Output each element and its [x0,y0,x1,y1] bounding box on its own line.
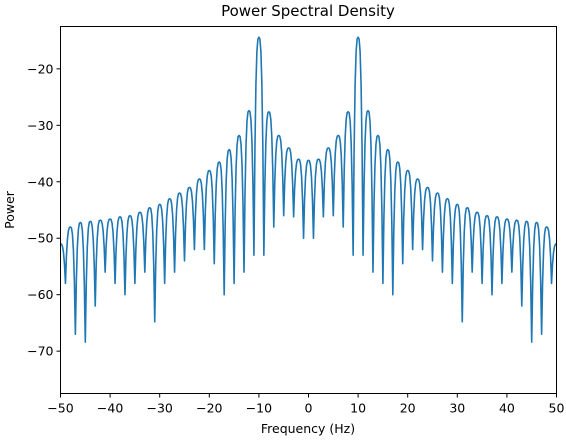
x-axis-label: Frequency (Hz) [261,421,355,436]
x-tick-label: −10 [246,401,272,416]
x-tick-label: 40 [499,401,515,416]
x-tick-label: 50 [549,401,565,416]
y-tick-label: −40 [27,174,53,189]
x-tick-label: 0 [305,401,313,416]
y-tick-label: −70 [27,344,53,359]
y-axis: −70 −60 −50 −40 −30 −20 [27,61,61,359]
y-tick-label: −20 [27,61,53,76]
x-axis: −50 −40 −30 −20 −10 0 10 20 30 40 50 [47,393,565,416]
x-tick-label: −50 [47,401,73,416]
y-tick-label: −60 [27,287,53,302]
chart-title: Power Spectral Density [221,2,395,20]
x-tick-label: −30 [147,401,173,416]
x-tick-label: 20 [400,401,416,416]
series-line [60,36,557,343]
x-tick-label: −40 [97,401,123,416]
y-axis-label: Power [2,190,17,229]
plot-frame [60,26,557,394]
x-tick-label: −20 [196,401,222,416]
y-tick-label: −50 [27,231,53,246]
plot-area [60,26,557,394]
y-tick-label: −30 [27,118,53,133]
x-tick-label: 30 [449,401,465,416]
x-tick-label: 10 [350,401,366,416]
